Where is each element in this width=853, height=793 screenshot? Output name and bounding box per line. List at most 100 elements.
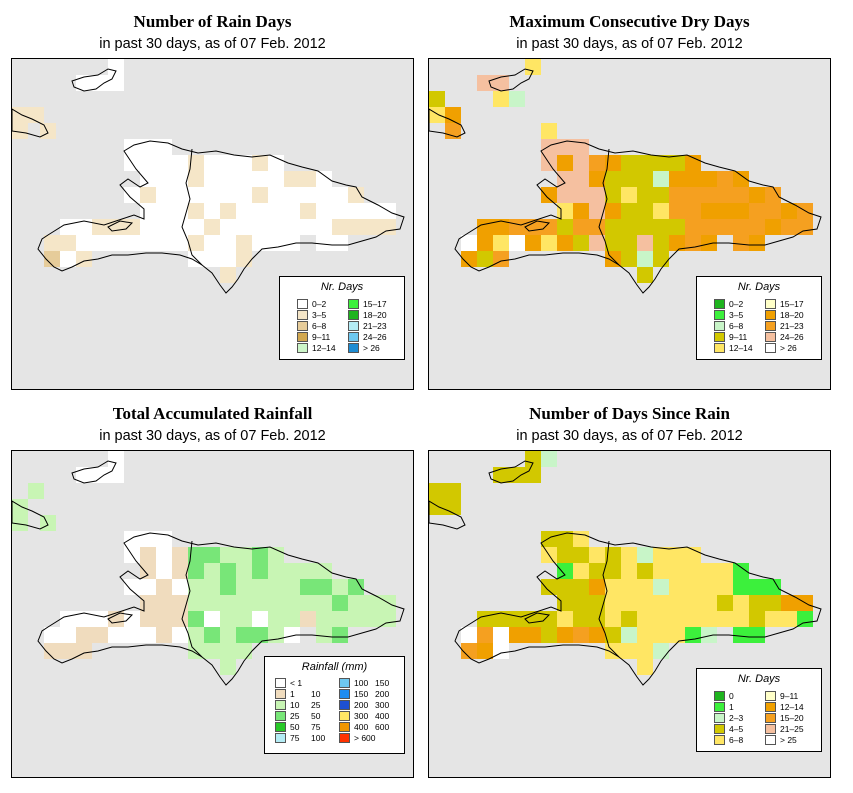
grid-cell bbox=[653, 155, 669, 171]
legend: Rainfall (mm) < 1 1 10 10 25 25 50 50 75 75 1… bbox=[264, 656, 405, 754]
grid-cell bbox=[605, 579, 621, 595]
grid-cell bbox=[669, 219, 685, 235]
grid-cell bbox=[236, 203, 252, 219]
country-border bbox=[598, 540, 620, 658]
grid-cell bbox=[316, 563, 332, 579]
grid-cell bbox=[733, 579, 749, 595]
grid-cell bbox=[172, 219, 188, 235]
grid-cell bbox=[252, 563, 268, 579]
grid-cell bbox=[220, 203, 236, 219]
grid-cell bbox=[573, 139, 589, 155]
grid-cell bbox=[332, 219, 348, 235]
grid-cell bbox=[316, 627, 332, 643]
grid-cell bbox=[284, 219, 300, 235]
grid-cell bbox=[589, 171, 605, 187]
grid-cell bbox=[557, 611, 573, 627]
grid-cell bbox=[733, 203, 749, 219]
legend-swatch bbox=[339, 722, 350, 732]
grid-cell bbox=[653, 235, 669, 251]
grid-cell bbox=[12, 107, 28, 123]
grid-cell bbox=[621, 643, 637, 659]
grid-cell bbox=[172, 171, 188, 187]
grid-cell bbox=[717, 203, 733, 219]
grid-cell bbox=[332, 235, 348, 251]
grid-cell bbox=[268, 235, 284, 251]
grid-cell bbox=[316, 611, 332, 627]
grid-cell bbox=[541, 451, 557, 467]
grid-cell bbox=[252, 235, 268, 251]
grid-cell bbox=[44, 627, 60, 643]
grid-cell bbox=[156, 627, 172, 643]
grid-cell bbox=[236, 579, 252, 595]
grid-cell bbox=[637, 595, 653, 611]
legend-swatch bbox=[297, 343, 308, 353]
legend-swatch bbox=[275, 678, 286, 688]
grid-cell bbox=[40, 123, 56, 139]
grid-cell bbox=[220, 595, 236, 611]
grid-cell bbox=[220, 267, 236, 283]
grid-cell bbox=[541, 219, 557, 235]
grid-cell bbox=[621, 595, 637, 611]
legend-swatch bbox=[297, 310, 308, 320]
grid-cell bbox=[204, 611, 220, 627]
grid-cell bbox=[332, 187, 348, 203]
grid-cell bbox=[765, 595, 781, 611]
grid-cell bbox=[348, 187, 364, 203]
grid-cell bbox=[236, 235, 252, 251]
grid-cell bbox=[204, 155, 220, 171]
grid-cell bbox=[653, 187, 669, 203]
grid-cell bbox=[733, 563, 749, 579]
grid-cell bbox=[252, 203, 268, 219]
grid-cell bbox=[589, 187, 605, 203]
grid-cell bbox=[12, 123, 28, 139]
grid-cell bbox=[156, 595, 172, 611]
grid-cell bbox=[589, 235, 605, 251]
legend-title: Rainfall (mm) bbox=[301, 661, 368, 673]
grid-cells bbox=[461, 139, 813, 283]
legend-title: Nr. Days bbox=[737, 281, 781, 293]
grid-cell bbox=[236, 563, 252, 579]
grid-cell bbox=[188, 155, 204, 171]
grid-cell bbox=[493, 643, 509, 659]
grid-cell bbox=[300, 595, 316, 611]
grid-cell bbox=[557, 547, 573, 563]
grid-cell bbox=[573, 187, 589, 203]
coastline bbox=[454, 532, 822, 686]
grid-cell bbox=[653, 219, 669, 235]
grid-cell bbox=[525, 235, 541, 251]
grid-cell bbox=[172, 595, 188, 611]
grid-cell bbox=[188, 203, 204, 219]
islet-coast bbox=[71, 460, 117, 484]
grid-cell bbox=[204, 251, 220, 267]
grid-cell bbox=[637, 547, 653, 563]
grid-cell bbox=[316, 171, 332, 187]
grid-cell bbox=[220, 643, 236, 659]
grid-cell bbox=[92, 627, 108, 643]
grid-cell bbox=[589, 203, 605, 219]
grid-cell bbox=[204, 547, 220, 563]
grid-cell bbox=[637, 643, 653, 659]
grid-cell bbox=[300, 187, 316, 203]
grid-cell bbox=[509, 467, 525, 483]
grid-cell bbox=[573, 611, 589, 627]
grid-cell bbox=[188, 171, 204, 187]
grid-cells bbox=[44, 139, 396, 283]
grid-cell bbox=[204, 563, 220, 579]
grid-cell bbox=[236, 611, 252, 627]
grid-cell bbox=[76, 235, 92, 251]
grid-cell bbox=[637, 579, 653, 595]
grid-cell bbox=[573, 627, 589, 643]
grid-cell bbox=[220, 171, 236, 187]
grid-cell bbox=[669, 547, 685, 563]
grid-cell bbox=[557, 563, 573, 579]
grid-cell bbox=[461, 235, 477, 251]
grid-cell bbox=[605, 155, 621, 171]
grid-cell bbox=[348, 595, 364, 611]
grid-cell bbox=[701, 235, 717, 251]
grid-cell bbox=[300, 219, 316, 235]
grid-cell bbox=[605, 219, 621, 235]
grid-cell bbox=[477, 235, 493, 251]
gonave-island bbox=[524, 220, 551, 232]
grid-cell bbox=[749, 235, 765, 251]
legend-swatch bbox=[714, 321, 725, 331]
